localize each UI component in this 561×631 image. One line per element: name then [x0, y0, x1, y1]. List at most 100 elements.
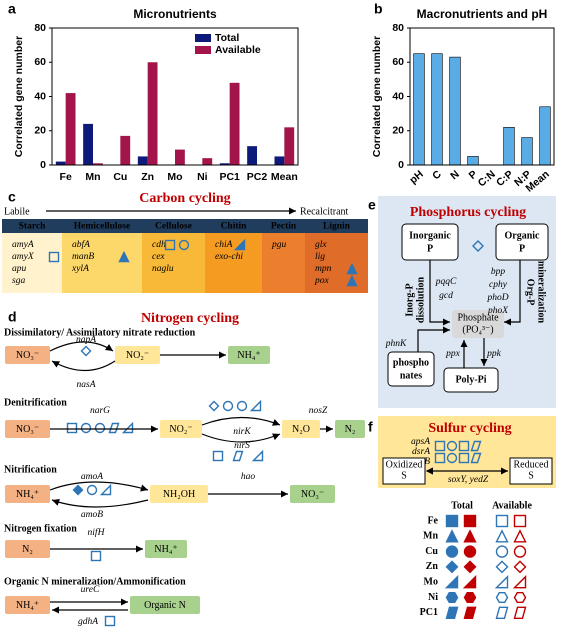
legend-row-label: Mn — [423, 531, 438, 542]
box — [130, 596, 200, 614]
x-tick-label: Cu — [113, 171, 127, 183]
icon — [236, 400, 248, 412]
icon — [346, 262, 358, 275]
bar — [503, 127, 515, 166]
process-label: Org-P — [525, 279, 536, 306]
y-tick-label: 60 — [392, 56, 404, 68]
legend-row-label: Ni — [428, 592, 438, 603]
panel-label: c — [8, 189, 16, 205]
compound: Organic N — [144, 600, 186, 611]
compound: NO₃⁻ — [16, 350, 39, 361]
icon — [445, 592, 459, 603]
x-tick-label: Zn — [141, 171, 154, 183]
box — [5, 485, 50, 503]
bar — [137, 156, 148, 165]
column-header: Cellulose — [155, 222, 192, 232]
gene: apu — [12, 264, 27, 274]
bar — [467, 156, 479, 166]
gene: cphy — [489, 280, 508, 290]
compound: NO₃⁻ — [301, 489, 324, 500]
compound: NH₄⁺ — [237, 350, 260, 361]
icon — [462, 575, 477, 589]
box — [290, 485, 335, 503]
icon — [90, 550, 102, 562]
icon — [233, 238, 246, 251]
bar — [83, 123, 93, 165]
legend-header: Total — [451, 500, 473, 511]
box — [262, 233, 305, 293]
y-tick-label: 0 — [40, 159, 46, 171]
diagram-title: Nitrogen cycling — [141, 311, 239, 326]
gene: pgu — [271, 240, 287, 250]
node-label: P — [519, 243, 525, 254]
node-label: Inorganic — [409, 230, 451, 241]
icon — [494, 575, 509, 589]
gene: mpn — [315, 264, 332, 274]
gene: pqqC — [435, 277, 457, 287]
gene: sga — [12, 276, 25, 286]
icon — [445, 606, 459, 619]
gene: chiA — [215, 240, 233, 250]
gene: exo-chi — [215, 252, 243, 262]
gene: cdh — [152, 240, 166, 250]
bar — [175, 149, 185, 165]
y-tick-label: 40 — [34, 90, 46, 102]
legend-row-label: Fe — [427, 515, 438, 526]
icon — [164, 239, 176, 251]
node-label: (PO₄³⁻) — [462, 324, 493, 335]
y-tick-label: 40 — [392, 90, 404, 102]
x-tick-label: C — [430, 168, 444, 182]
gene: nosZ — [309, 406, 328, 416]
icon — [346, 274, 358, 287]
x-tick-label: Mo — [167, 171, 182, 183]
x-tick-label: Ni — [197, 171, 208, 183]
gene: amoB — [81, 510, 103, 520]
icon — [512, 575, 527, 589]
chart-title: Micronutrients — [133, 7, 217, 21]
node-label: nates — [400, 370, 422, 381]
process-name: Nitrogen fixation — [4, 523, 77, 534]
gene: xylA — [71, 264, 89, 274]
icon — [48, 251, 60, 263]
icon — [66, 422, 78, 434]
diagram-title: Sulfur cycling — [428, 421, 511, 436]
y-tick-label: 60 — [34, 56, 46, 68]
gene: amyA — [12, 240, 34, 250]
icon — [445, 560, 459, 574]
node-label: S — [401, 470, 407, 481]
x-tick-label: N — [448, 168, 462, 182]
gene: manB — [72, 252, 94, 262]
icon — [495, 606, 509, 619]
bar — [219, 163, 230, 165]
box — [150, 485, 208, 503]
icon — [251, 449, 264, 462]
box — [495, 223, 549, 261]
bar — [284, 127, 295, 165]
arrow — [417, 326, 450, 352]
gene: gdhA — [78, 617, 98, 627]
icon — [232, 450, 244, 462]
bar — [65, 93, 76, 165]
bar — [93, 163, 103, 165]
bar — [120, 135, 131, 165]
panel-label: b — [374, 1, 383, 17]
icon — [463, 606, 477, 619]
label: Labile — [4, 206, 30, 217]
arrow — [51, 360, 116, 371]
chart-title: Macronutrients and pH — [417, 7, 548, 21]
icon — [444, 575, 459, 589]
icon — [446, 452, 458, 464]
icon — [513, 529, 527, 543]
compound: N₂ — [22, 544, 33, 555]
icon — [463, 514, 477, 528]
icon — [495, 514, 509, 528]
gene: naglu — [152, 264, 174, 274]
bar — [147, 62, 158, 165]
icon — [495, 592, 509, 603]
icon — [513, 592, 527, 603]
icon — [463, 545, 477, 558]
gene: ppk — [486, 349, 502, 359]
box — [5, 540, 50, 558]
gene: soxY, yedZ — [448, 475, 489, 485]
